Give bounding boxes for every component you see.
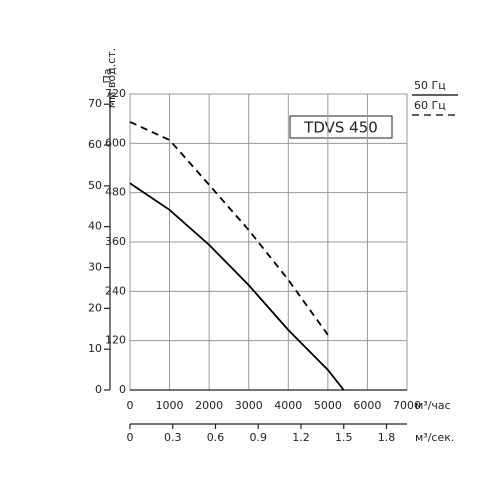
y2-tick-label: 60 — [88, 138, 102, 151]
x-tick-label: 7000 — [393, 399, 421, 412]
x-tick-label: 1000 — [156, 399, 184, 412]
y-tick-label: 480 — [105, 186, 126, 199]
y-axis-label: Па — [101, 68, 114, 83]
x2-tick-label: 0.9 — [249, 431, 267, 444]
y2-tick-label: 10 — [88, 342, 102, 355]
x2-tick-label: 0 — [127, 431, 134, 444]
x-tick-label: 3000 — [235, 399, 263, 412]
y2-tick-label: 70 — [88, 97, 102, 110]
x2-axis-label: м³/сек. — [415, 431, 454, 444]
x-tick-label: 6000 — [353, 399, 381, 412]
y-tick-label: 360 — [105, 235, 126, 248]
x-tick-label: 4000 — [274, 399, 302, 412]
y2-axis-label: мм вод.ст. — [105, 48, 118, 108]
x-tick-label: 0 — [127, 399, 134, 412]
y-tick-label: 120 — [105, 334, 126, 347]
series-line — [129, 182, 345, 391]
y-tick-label: 0 — [119, 383, 126, 396]
x2-tick-label: 1.8 — [378, 431, 396, 444]
y2-tick-label: 0 — [95, 383, 102, 396]
x-axis-label: м³/час — [415, 399, 451, 412]
y2-tick-label: 50 — [88, 179, 102, 192]
y2-tick-label: 30 — [88, 261, 102, 274]
y2-tick-label: 20 — [88, 301, 102, 314]
x2-tick-label: 0.6 — [207, 431, 225, 444]
x-tick-label: 5000 — [314, 399, 342, 412]
x2-tick-label: 1.5 — [335, 431, 353, 444]
x2-tick-label: 1.2 — [292, 431, 310, 444]
y2-tick-label: 40 — [88, 220, 102, 233]
x-tick-label: 2000 — [195, 399, 223, 412]
title-box — [289, 115, 393, 139]
legend-label: 60 Гц — [414, 99, 446, 112]
legend-label: 50 Гц — [414, 79, 446, 92]
y-tick-label: 600 — [105, 136, 126, 149]
chart-title: TDVS 450 — [303, 119, 378, 137]
x2-tick-label: 0.3 — [164, 431, 182, 444]
y-tick-label: 240 — [105, 284, 126, 297]
y-tick-label: 720 — [105, 87, 126, 100]
